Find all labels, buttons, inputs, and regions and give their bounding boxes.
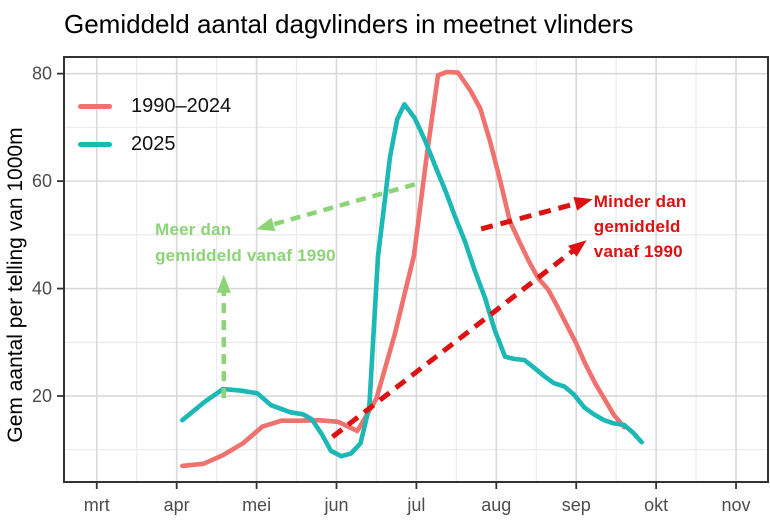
- x-tick-label-jun: jun: [323, 495, 348, 515]
- legend-swatch-1990-2024: [78, 104, 112, 109]
- chart-title: Gemiddeld aantal dagvlinders in meetnet …: [64, 9, 633, 39]
- y-tick-label-60: 60: [32, 171, 52, 191]
- x-tick-label-okt: okt: [644, 495, 668, 515]
- series-line-2025: [180, 102, 645, 459]
- y-tick-label-40: 40: [32, 279, 52, 299]
- annotations: Meer dan gemiddeld vanaf 1990 Minder dan ge…: [155, 182, 687, 439]
- legend: 1990–2024 2025: [78, 95, 231, 171]
- legend-item-1990-2024: 1990–2024: [78, 95, 231, 118]
- green-diagonal-arrow-head: [256, 217, 276, 232]
- x-tick-label-mei: mei: [242, 495, 271, 515]
- y-tick-label-80: 80: [32, 64, 52, 84]
- y-tick-label-20: 20: [32, 386, 52, 406]
- annotation-label-more-than-average: Meer dan gemiddeld vanaf 1990: [155, 220, 336, 265]
- red-diagonal-arrow: [330, 247, 577, 439]
- x-tick-label-sep: sep: [562, 495, 591, 515]
- red-horizontal-arrow: [480, 200, 579, 232]
- axes: mrt apr mei jun jul aug sep okt nov 20 40 60 80: [32, 64, 751, 515]
- x-tick-label-aug: aug: [481, 495, 511, 515]
- plot-area: Meer dan gemiddeld vanaf 1990 Minder dan ge…: [32, 56, 769, 515]
- legend-item-2025: 2025: [78, 133, 231, 156]
- gridlines: [64, 57, 768, 482]
- annotation-label-less-than-average: Minder dan gemiddeld vanaf 1990: [594, 192, 687, 261]
- legend-label-2025: 2025: [131, 133, 176, 155]
- x-tick-label-apr: apr: [164, 495, 190, 515]
- red-diagonal-arrow-head: [568, 240, 587, 257]
- green-diagonal-arrow: [269, 182, 416, 228]
- x-tick-label-mrt: mrt: [84, 495, 110, 515]
- x-tick-label-nov: nov: [722, 495, 751, 515]
- x-tick-label-jul: jul: [406, 495, 425, 515]
- red-horizontal-arrow-head: [573, 197, 593, 211]
- series-line-1990-2024: [180, 69, 627, 469]
- green-vertical-arrow-head: [216, 274, 231, 293]
- legend-label-1990-2024: 1990–2024: [131, 95, 232, 117]
- y-axis-title: Gem aantal per telling van 1000m: [4, 127, 27, 442]
- legend-swatch-2025: [78, 142, 112, 147]
